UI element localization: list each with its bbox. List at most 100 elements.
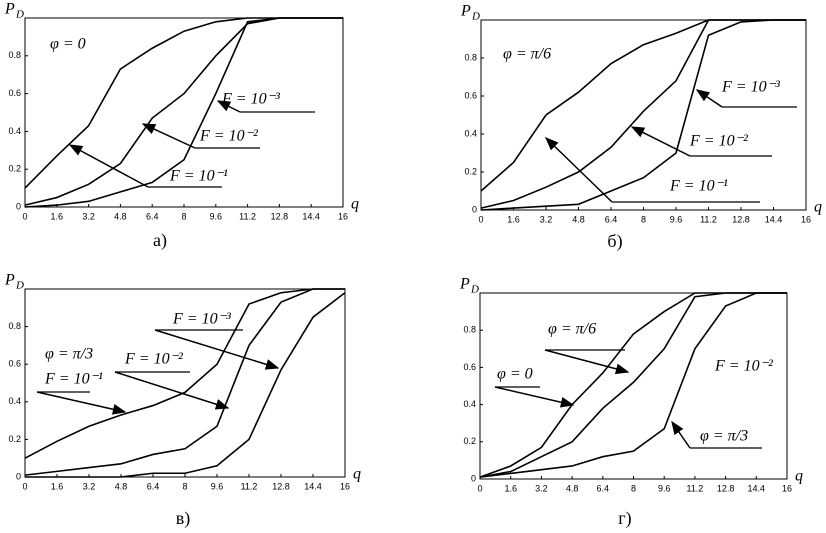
x-tick-label: 16 [782,483,792,493]
line-series [24,17,343,208]
leader-arrow [68,144,149,188]
x-tick-label: 9.6 [211,481,224,491]
leader-arrow [494,386,575,408]
y-tick-label: 0.6 [8,88,21,98]
x-tick-label: 1.6 [504,483,517,493]
y-tick-label: 0 [471,473,476,483]
x-tick-label: 0 [22,481,27,491]
y-axis-label: P [459,276,470,293]
leader-arrow [154,329,280,370]
series-label: F = 10⁻³ [172,311,231,328]
x-tick-label: 12.8 [272,481,290,491]
x-tick-label: 8 [631,483,636,493]
x-tick-label: 0 [22,211,27,221]
line-series [479,292,787,478]
x-tick-label: 6.4 [597,483,610,493]
y-tick-label: 0.8 [8,321,21,331]
y-axis-label-sub: D [15,280,24,292]
x-tick-label: 0 [478,214,483,224]
y-tick-label: 0.4 [8,396,21,406]
x-tick-label: 11.2 [686,483,703,493]
series-label: F = 10⁻³ [221,91,280,108]
annotation: φ = 0 [50,36,86,53]
line-series [24,288,345,476]
leader-arrow [36,391,127,415]
y-tick-label: 0.4 [464,128,477,138]
annotation: F = 10⁻² [714,358,774,375]
x-tick-label: 9.6 [658,483,671,493]
x-tick-label: 16 [338,211,348,221]
x-tick-label: 1.6 [51,211,64,221]
y-axis-label-sub: D [15,9,24,21]
x-tick-label: 16 [801,214,811,224]
y-tick-label: 0 [472,204,477,214]
y-tick-label: 0.4 [8,126,21,136]
annotation: φ = π/6 [503,46,551,63]
series-label: F = 10⁻¹ [44,371,103,388]
x-tick-label: 6.4 [146,211,159,221]
y-tick-label: 0.2 [8,434,21,444]
x-tick-label: 8 [181,211,186,221]
leader-arrow [141,123,196,149]
y-tick-label: 0.6 [463,362,476,372]
y-tick-label: 0.2 [463,436,476,446]
y-tick-label: 0.8 [463,325,476,335]
x-axis-label: q [795,468,803,485]
y-axis-label: P [4,272,15,289]
x-tick-label: 3.2 [535,483,548,493]
y-tick-label: 0.6 [464,90,477,100]
x-tick-label: 12.8 [732,214,750,224]
x-axis-label: q [814,199,822,216]
series-label: F = 10⁻¹ [169,168,228,185]
leader-arrow [545,137,613,203]
series-label: F = 10⁻² [124,351,184,368]
x-axis-label: q [351,196,359,213]
x-tick-label: 3.2 [540,214,553,224]
leader-arrow [114,371,230,410]
x-tick-label: 1.6 [507,214,520,224]
x-tick-label: 4.8 [566,483,579,493]
annotation: φ = π/3 [45,346,93,363]
series-label: F = 10⁻³ [721,79,780,96]
line-series [24,288,345,459]
x-tick-label: 14.4 [302,211,320,221]
caption: а) [153,230,167,251]
x-axis-label: q [353,466,361,483]
x-tick-label: 8 [641,214,646,224]
x-tick-label: 12.8 [717,483,735,493]
x-tick-label: 11.2 [700,214,717,224]
x-tick-label: 11.2 [241,481,258,491]
series-label: F = 10⁻¹ [669,178,728,195]
leader-arrow [695,89,723,108]
x-tick-label: 9.6 [670,214,683,224]
y-axis-label-sub: D [471,11,480,23]
y-tick-label: 0.4 [463,399,476,409]
series-label: φ = π/6 [548,321,596,338]
x-tick-label: 4.8 [572,214,585,224]
leader-arrow [216,100,241,113]
line-series [479,292,787,478]
line-series [480,19,806,209]
y-tick-label: 0.2 [8,164,21,174]
y-tick-label: 0.6 [8,359,21,369]
y-axis-label: P [4,1,15,18]
y-tick-label: 0 [16,471,21,481]
series-label: φ = π/3 [700,428,748,445]
line-series [479,292,787,478]
x-tick-label: 12.8 [271,211,289,221]
series-label: φ = 0 [497,366,533,383]
x-tick-label: 4.8 [114,211,127,221]
leader-arrow [630,126,691,157]
leader-arrow [671,420,691,449]
x-tick-label: 6.4 [147,481,160,491]
y-tick-label: 0 [16,201,21,211]
x-tick-label: 3.2 [82,211,95,221]
x-tick-label: 14.4 [765,214,783,224]
x-tick-label: 14.4 [304,481,322,491]
y-tick-label: 0.8 [8,50,21,60]
y-tick-label: 0.8 [464,52,477,62]
x-tick-label: 0 [477,483,482,493]
x-tick-label: 3.2 [83,481,96,491]
x-tick-label: 4.8 [115,481,128,491]
